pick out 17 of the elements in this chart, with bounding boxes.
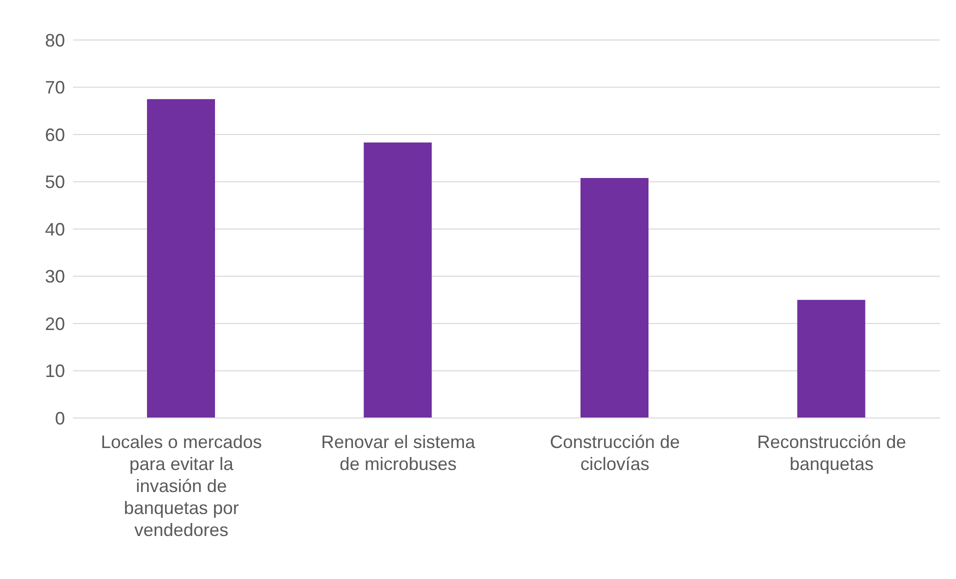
- x-tick-label: Reconstrucción de banquetas: [757, 432, 906, 474]
- x-tick-label: Renovar el sistema de microbuses: [321, 432, 476, 474]
- y-tick-label: 70: [44, 78, 65, 98]
- y-tick-label: 50: [44, 172, 65, 192]
- bar: [364, 142, 432, 418]
- y-tick-label: 60: [44, 124, 65, 145]
- x-tick-label: Construcción de ciclovías: [550, 432, 680, 474]
- bar: [797, 300, 866, 418]
- y-tick-label: 10: [44, 361, 65, 382]
- y-tick-label: 80: [44, 30, 65, 50]
- x-tick-label: Locales o mercados para evitar la invasión de banquetas por vendedores: [100, 432, 262, 540]
- y-tick-label: 0: [54, 408, 65, 428]
- y-tick-label: 30: [44, 266, 65, 287]
- bar: [147, 99, 215, 418]
- y-tick-label: 20: [44, 314, 65, 334]
- bar: [580, 178, 648, 418]
- y-tick-label: 40: [44, 219, 65, 240]
